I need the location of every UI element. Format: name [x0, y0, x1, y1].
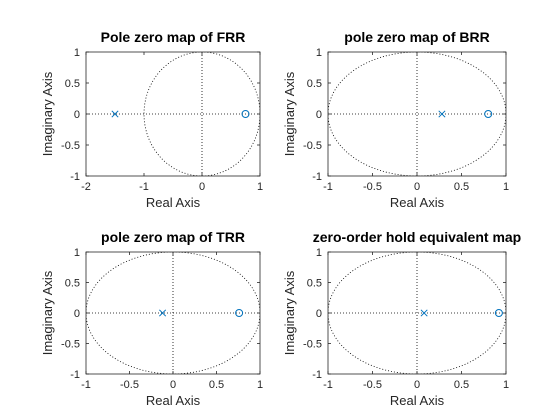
pole-stroke	[438, 110, 446, 118]
y-axis-label: Imaginary Axis	[282, 71, 297, 156]
y-tick-label: -0.5	[61, 140, 80, 152]
y-tick-label: 1	[74, 47, 80, 59]
y-tick-label: 0.5	[307, 278, 322, 290]
zero-marker	[484, 110, 493, 118]
x-tick-label: 0.5	[209, 379, 224, 391]
x-tick-label: -0.5	[363, 379, 382, 391]
zero-marker	[235, 309, 244, 317]
subplot-3: -1 -0.5 0 0.5 1 -1 -0.5 0 0.5 1 pole zero map of T…	[40, 229, 263, 408]
x-axis-label: Real Axis	[146, 393, 201, 408]
plot-area	[328, 52, 506, 176]
x-tick-label: 1	[257, 379, 263, 391]
plot-content	[328, 52, 506, 176]
pole-marker	[111, 110, 119, 118]
y-tick-label: -1	[312, 171, 322, 183]
y-tick-label: 0	[316, 109, 322, 121]
x-tick-label: -1	[323, 379, 333, 391]
subplot-title: pole zero map of TRR	[101, 229, 245, 245]
subplot-4: -1 -0.5 0 0.5 1 -1 -0.5 0 0.5 1 zero-order hold eq…	[282, 229, 521, 408]
y-tick-label: 0.5	[65, 278, 80, 290]
x-tick-label: -2	[81, 181, 91, 193]
y-tick-label: -0.5	[61, 339, 80, 351]
y-axis-label: Imaginary Axis	[40, 270, 55, 355]
x-tick-label: -0.5	[120, 379, 139, 391]
pole-marker	[420, 309, 428, 317]
x-tick-label: 0.5	[454, 181, 469, 193]
x-tick-label: 1	[257, 181, 263, 193]
x-tick-label: 1	[503, 181, 509, 193]
zero-marker	[494, 309, 503, 317]
x-tick-label: 0.5	[454, 379, 469, 391]
pole-stroke	[420, 309, 428, 317]
y-tick-label: 0	[74, 109, 80, 121]
x-tick-label: -1	[139, 181, 149, 193]
y-tick-label: -1	[70, 171, 80, 183]
y-tick-label: -0.5	[303, 339, 322, 351]
x-tick-label: 0	[170, 379, 176, 391]
y-tick-label: -0.5	[303, 140, 322, 152]
plot-content	[86, 52, 260, 176]
x-tick-label: -0.5	[363, 181, 382, 193]
subplot-2: -1 -0.5 0 0.5 1 -1 -0.5 0 0.5 1 pole zero map of B…	[282, 29, 509, 210]
x-axis-label: Real Axis	[390, 393, 445, 408]
y-tick-label: 1	[316, 247, 322, 259]
subplot-title: zero-order hold equivalent map	[313, 229, 521, 245]
y-tick-label: -1	[70, 369, 80, 381]
zero-marker	[241, 110, 250, 118]
x-tick-label: 0	[199, 181, 205, 193]
y-tick-label: -1	[312, 369, 322, 381]
x-tick-label: -1	[323, 181, 333, 193]
subplot-title: Pole zero map of FRR	[101, 29, 246, 45]
pole-marker	[159, 309, 167, 317]
x-axis-label: Real Axis	[146, 195, 201, 210]
y-tick-label: 0	[316, 308, 322, 320]
subplot-title: pole zero map of BRR	[344, 29, 489, 45]
x-axis-label: Real Axis	[390, 195, 445, 210]
x-tick-label: 0	[414, 379, 420, 391]
plot-content	[86, 252, 260, 374]
y-axis-label: Imaginary Axis	[40, 71, 55, 156]
y-tick-label: 0	[74, 308, 80, 320]
y-tick-label: 0.5	[65, 78, 80, 90]
plot-content	[328, 252, 506, 374]
y-axis-label: Imaginary Axis	[282, 270, 297, 355]
pole-stroke	[159, 309, 167, 317]
y-tick-label: 0.5	[307, 78, 322, 90]
y-tick-label: 1	[316, 47, 322, 59]
x-tick-label: 1	[503, 379, 509, 391]
y-tick-label: 1	[74, 247, 80, 259]
x-tick-label: -1	[81, 379, 91, 391]
x-tick-label: 0	[414, 181, 420, 193]
pole-stroke	[111, 110, 119, 118]
pole-marker	[438, 110, 446, 118]
